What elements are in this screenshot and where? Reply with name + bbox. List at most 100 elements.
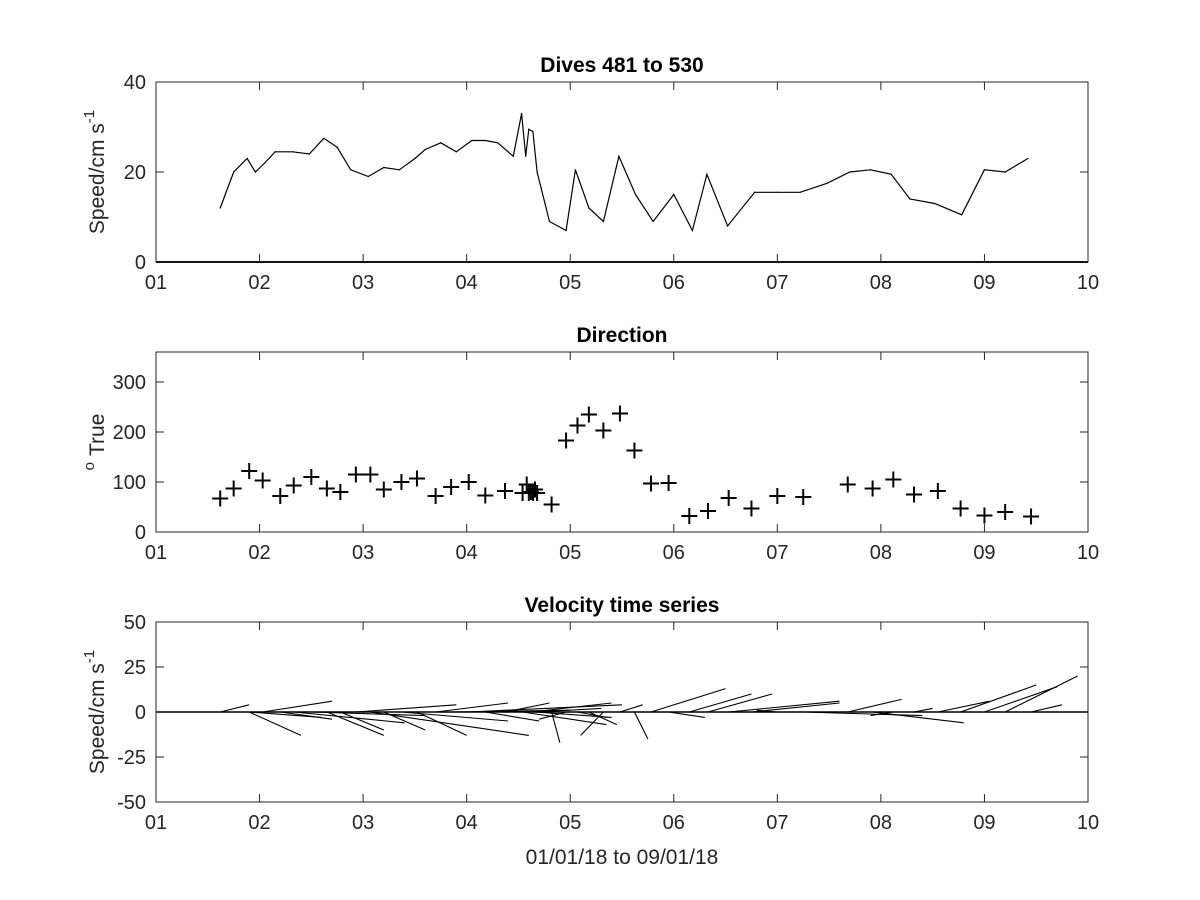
x-tick-label: 08 bbox=[870, 812, 892, 834]
y-tick-label: 100 bbox=[113, 472, 146, 494]
velocity-stick bbox=[248, 711, 302, 736]
speed-data-point bbox=[455, 151, 457, 153]
speed-data-point bbox=[753, 191, 756, 193]
y-tick-label: 40 bbox=[124, 72, 146, 94]
speed-data-point bbox=[424, 148, 426, 151]
speed-data-point bbox=[983, 169, 986, 171]
x-tick-label: 02 bbox=[248, 272, 270, 294]
x-tick-label: 10 bbox=[1077, 812, 1099, 834]
velocity-stick bbox=[530, 702, 612, 713]
velocity-stick bbox=[937, 700, 990, 713]
direction-plus-marker bbox=[285, 477, 302, 494]
direction-plus-marker bbox=[393, 474, 410, 490]
velocity-stick bbox=[355, 704, 457, 713]
x-tick-label: 01 bbox=[145, 272, 167, 294]
speed-data-point bbox=[414, 157, 416, 160]
direction-plus-marker bbox=[1023, 508, 1040, 525]
speed-data-point bbox=[588, 207, 590, 209]
direction-plus-marker bbox=[543, 496, 560, 513]
speed-data-point bbox=[602, 220, 604, 223]
panel-3: Velocity time series 01 02 03 04 05 06 07 08 09 10… bbox=[81, 594, 1099, 869]
direction-plus-marker bbox=[332, 484, 349, 500]
speed-data-point bbox=[246, 157, 248, 160]
speed-data-point bbox=[961, 214, 963, 216]
direction-plus-marker bbox=[225, 480, 242, 497]
direction-plus-marker bbox=[795, 489, 812, 505]
direction-plus-marker bbox=[318, 480, 335, 497]
velocity-stick bbox=[326, 711, 385, 736]
direction-plus-marker bbox=[477, 487, 494, 504]
speed-data-point bbox=[471, 139, 473, 142]
direction-plus-marker bbox=[595, 422, 612, 439]
speed-data-point bbox=[799, 191, 801, 193]
velocity-stick bbox=[588, 711, 618, 726]
velocity-stick bbox=[689, 693, 752, 713]
velocity-stick bbox=[707, 693, 773, 713]
panel-title: Dives 481 to 530 bbox=[540, 54, 703, 77]
y-axis-label-sup: o bbox=[81, 462, 98, 470]
speed-data-point bbox=[254, 171, 257, 173]
direction-plus-marker bbox=[699, 503, 716, 519]
y-tick-label: 20 bbox=[124, 162, 146, 184]
velocity-stick bbox=[668, 711, 705, 718]
direction-plus-marker bbox=[611, 405, 628, 422]
direction-plus-marker bbox=[864, 480, 881, 497]
x-tick-label: 04 bbox=[456, 272, 478, 294]
speed-data-point bbox=[691, 229, 694, 232]
speed-data-point bbox=[890, 173, 892, 175]
speed-data-point bbox=[565, 229, 567, 232]
speed-data-point bbox=[909, 198, 911, 200]
speed-data-point bbox=[525, 155, 527, 157]
speed-data-point bbox=[869, 169, 872, 171]
direction-plus-marker bbox=[660, 475, 677, 491]
x-tick-label: 07 bbox=[766, 812, 788, 834]
velocity-stick bbox=[311, 711, 426, 717]
speed-data-point bbox=[849, 171, 851, 173]
velocity-stick bbox=[1030, 704, 1063, 713]
velocity-stick bbox=[293, 711, 405, 724]
direction-plus-marker bbox=[642, 475, 659, 492]
y-axis-label: Speed/cm s-1 bbox=[81, 650, 109, 774]
velocity-stick bbox=[280, 711, 333, 720]
y-tick-label: 25 bbox=[124, 657, 146, 679]
axes-frame bbox=[155, 621, 1089, 803]
speed-data-point bbox=[274, 151, 276, 153]
y-axis-label-main: Speed/cm s bbox=[86, 663, 109, 774]
speed-data-point bbox=[618, 155, 620, 157]
velocity-stick bbox=[913, 707, 933, 713]
velocity-stick bbox=[383, 711, 426, 731]
direction-plus-marker bbox=[952, 500, 969, 517]
speed-data-point bbox=[776, 191, 778, 193]
direction-plus-marker bbox=[460, 474, 477, 490]
speed-data-point bbox=[367, 175, 369, 178]
y-tick-label: 0 bbox=[135, 252, 146, 274]
y-tick-label: 50 bbox=[124, 612, 146, 634]
velocity-stick bbox=[485, 711, 540, 722]
direction-plus-marker bbox=[626, 442, 643, 459]
y-axis-label-main: Speed/cm s bbox=[86, 123, 109, 234]
speed-data-point bbox=[440, 142, 442, 144]
direction-plus-marker bbox=[906, 486, 923, 503]
velocity-stick bbox=[539, 711, 567, 720]
direction-plus-marker bbox=[580, 406, 597, 423]
velocity-stick bbox=[577, 711, 607, 718]
x-tick-label: 04 bbox=[456, 812, 478, 834]
direction-plus-marker bbox=[769, 488, 786, 504]
direction-plus-marker bbox=[375, 481, 392, 498]
x-tick-label: 09 bbox=[973, 812, 995, 834]
direction-plus-marker bbox=[527, 481, 544, 498]
y-axis-label: Speed/cm s-1 bbox=[81, 110, 109, 234]
direction-plus-marker bbox=[743, 500, 760, 517]
y-axis-label-sup: -1 bbox=[81, 650, 98, 663]
x-tick-label: 10 bbox=[1077, 542, 1099, 564]
direction-plus-marker bbox=[839, 476, 856, 493]
x-tick-label: 06 bbox=[663, 812, 685, 834]
y-tick-label: 200 bbox=[113, 422, 146, 444]
x-tick-label: 05 bbox=[559, 272, 581, 294]
speed-data-point bbox=[1027, 157, 1029, 160]
speed-data-point bbox=[673, 193, 675, 196]
speed-data-point bbox=[826, 182, 828, 184]
velocity-stick bbox=[580, 711, 604, 736]
velocity-stick bbox=[633, 711, 649, 740]
